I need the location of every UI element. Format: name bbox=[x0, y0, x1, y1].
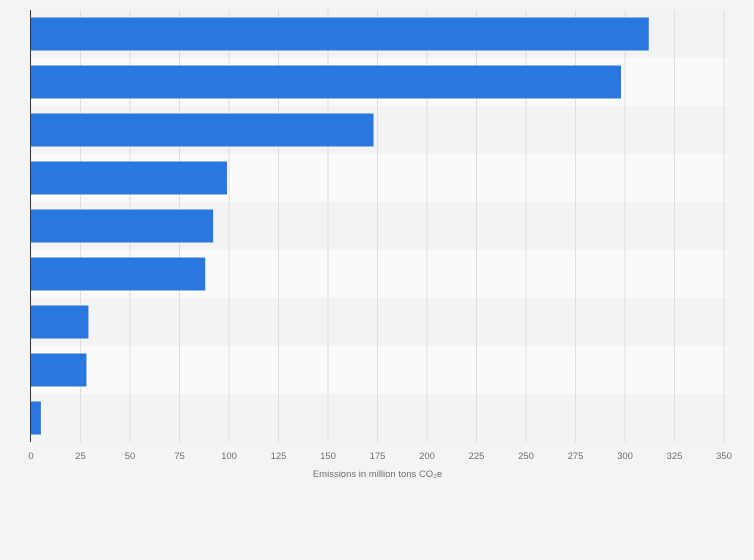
row-band-8 bbox=[31, 346, 727, 394]
bar-9 bbox=[31, 401, 41, 435]
x-tick-label-200: 200 bbox=[419, 451, 435, 462]
x-tick-label-175: 175 bbox=[370, 451, 386, 462]
bar-5 bbox=[31, 209, 214, 243]
x-axis-title: Emissions in million tons CO₂e bbox=[313, 469, 442, 480]
bar-2 bbox=[31, 65, 622, 99]
x-tick-label-300: 300 bbox=[617, 451, 633, 462]
x-tick-label-75: 75 bbox=[174, 451, 185, 462]
row-band-7 bbox=[31, 298, 727, 346]
x-tick-label-275: 275 bbox=[568, 451, 584, 462]
row-band-9 bbox=[31, 394, 727, 442]
x-tick-label-50: 50 bbox=[125, 451, 136, 462]
x-tick-label-150: 150 bbox=[320, 451, 336, 462]
x-tick-label-25: 25 bbox=[75, 451, 86, 462]
x-tick-label-325: 325 bbox=[667, 451, 683, 462]
bar-3 bbox=[31, 113, 374, 147]
x-tick-labels: 0 25 50 75 100 125 150 175 200 225 250 275 300 325 350 bbox=[28, 451, 732, 462]
bar-4 bbox=[31, 161, 228, 195]
bar-6 bbox=[31, 257, 206, 291]
bar-1 bbox=[31, 17, 649, 51]
x-tick-label-100: 100 bbox=[221, 451, 237, 462]
bars bbox=[31, 17, 649, 435]
bar-7 bbox=[31, 305, 89, 339]
x-tick-label-250: 250 bbox=[518, 451, 534, 462]
x-tick-label-125: 125 bbox=[271, 451, 287, 462]
x-tick-label-0: 0 bbox=[28, 451, 33, 462]
x-tick-label-350: 350 bbox=[716, 451, 732, 462]
x-tick-label-225: 225 bbox=[469, 451, 485, 462]
bar-8 bbox=[31, 353, 87, 387]
